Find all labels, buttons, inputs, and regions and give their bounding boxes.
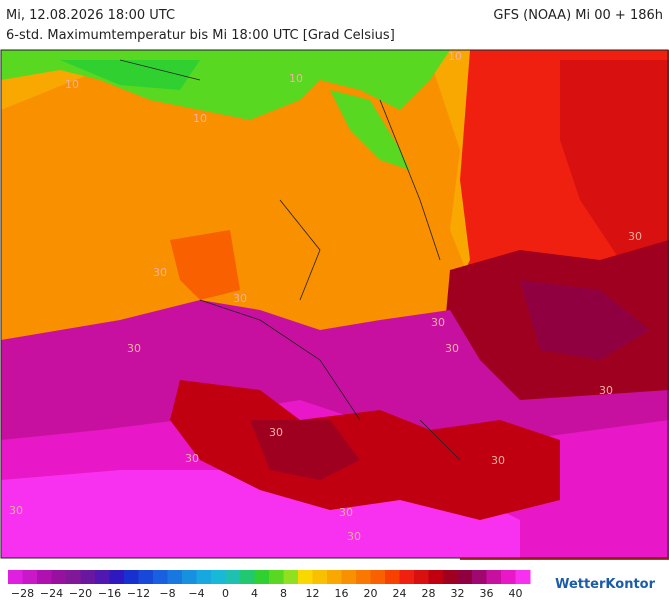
contour-label: 30: [491, 454, 505, 467]
legend-label: −4: [188, 587, 204, 600]
legend-swatch: [399, 570, 415, 584]
legend-swatch: [443, 570, 458, 584]
legend-label: −28: [11, 587, 34, 600]
legend-swatch: [95, 570, 110, 584]
legend-label: 32: [451, 587, 465, 600]
contour-label: 30: [347, 530, 361, 543]
legend-label: 20: [364, 587, 378, 600]
legend-label: −24: [40, 587, 63, 600]
legend-swatch: [283, 570, 299, 584]
legend-swatch: [341, 570, 357, 584]
legend-label: 12: [306, 587, 320, 600]
legend-label: 40: [509, 587, 523, 600]
legend-swatch: [80, 570, 96, 584]
legend-swatch: [182, 570, 197, 584]
legend-swatch: [196, 570, 212, 584]
contour-label: 30: [628, 230, 642, 243]
contour-label: 30: [445, 342, 459, 355]
contour-label: 10: [65, 78, 79, 91]
legend-label: −12: [127, 587, 150, 600]
contour-label: 30: [339, 506, 353, 519]
legend-swatch: [428, 570, 444, 584]
contour-label: 30: [599, 384, 613, 397]
legend-label: −20: [69, 587, 92, 600]
legend-swatch: [515, 570, 531, 584]
legend-label: 36: [480, 587, 494, 600]
legend-swatch: [167, 570, 183, 584]
contour-label: 30: [233, 292, 247, 305]
legend-label: 4: [251, 587, 258, 600]
legend-swatch: [225, 570, 241, 584]
legend-swatch: [356, 570, 371, 584]
map: [0, 49, 669, 560]
legend-label: 28: [422, 587, 436, 600]
date-title: Mi, 12.08.2026 18:00 UTC: [6, 8, 175, 23]
subtitle: 6-std. Maximumtemperatur bis Mi 18:00 UT…: [6, 28, 395, 43]
legend-swatch: [109, 570, 125, 584]
legend-swatch: [269, 570, 284, 584]
legend-swatch: [22, 570, 38, 584]
contour-label: 10: [193, 112, 207, 125]
contour-label: 10: [289, 72, 303, 85]
logo: WetterKontor: [555, 577, 656, 592]
legend-swatch: [385, 570, 400, 584]
legend-swatch: [211, 570, 226, 584]
color-legend: −28 −24 −20 −16 −12 −8 −4 0 4 8 12 16 20 24 28 32 36 40: [8, 570, 531, 600]
legend-swatch: [124, 570, 139, 584]
legend-swatch: [486, 570, 502, 584]
legend-swatch: [312, 570, 328, 584]
legend-swatch: [327, 570, 342, 584]
legend-label: 0: [222, 587, 229, 600]
contour-label: 30: [185, 452, 199, 465]
legend-swatch: [8, 570, 23, 584]
legend-swatch: [414, 570, 429, 584]
contour-label: 30: [431, 316, 445, 329]
contour-label: 30: [153, 266, 167, 279]
legend-swatch: [37, 570, 52, 584]
legend-label: 24: [393, 587, 407, 600]
contour-label: 30: [9, 504, 23, 517]
legend-swatch: [298, 570, 313, 584]
legend-swatch: [254, 570, 270, 584]
legend-swatch: [370, 570, 386, 584]
legend-swatch: [457, 570, 473, 584]
legend-swatch: [153, 570, 168, 584]
legend-swatch: [240, 570, 255, 584]
model-title: GFS (NOAA) Mi 00 + 186h: [493, 8, 663, 23]
contour-label: 30: [269, 426, 283, 439]
legend-swatch: [66, 570, 81, 584]
legend-label: 8: [280, 587, 287, 600]
contour-label: 30: [127, 342, 141, 355]
legend-swatch: [51, 570, 67, 584]
legend-swatch: [501, 570, 516, 584]
contour-label: 10: [448, 50, 462, 63]
legend-swatch: [138, 570, 154, 584]
legend-label: −8: [159, 587, 175, 600]
legend-label: 16: [335, 587, 349, 600]
legend-swatch: [472, 570, 487, 584]
legend-label: −16: [98, 587, 121, 600]
